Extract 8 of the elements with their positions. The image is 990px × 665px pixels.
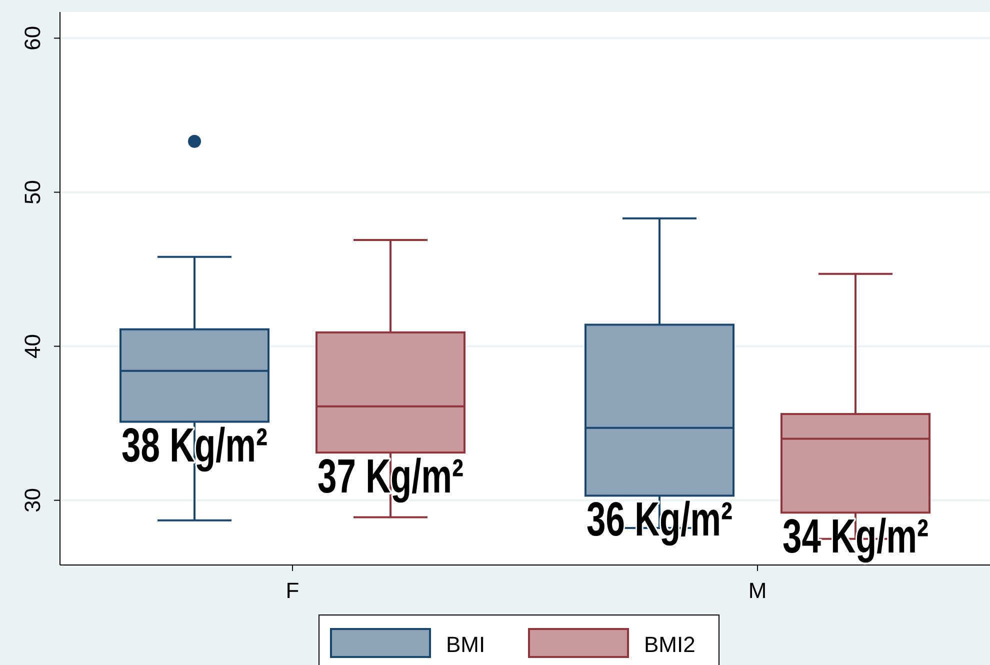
- legend-label: BMI: [446, 632, 486, 657]
- x-tick-label: F: [286, 578, 300, 603]
- legend-label: BMI2: [644, 632, 696, 657]
- y-tick-label: 50: [20, 180, 45, 204]
- x-tick-label: M: [748, 578, 767, 603]
- y-tick-label: 60: [20, 26, 45, 50]
- y-tick-label: 40: [20, 334, 45, 359]
- y-tick-label: 30: [20, 488, 45, 513]
